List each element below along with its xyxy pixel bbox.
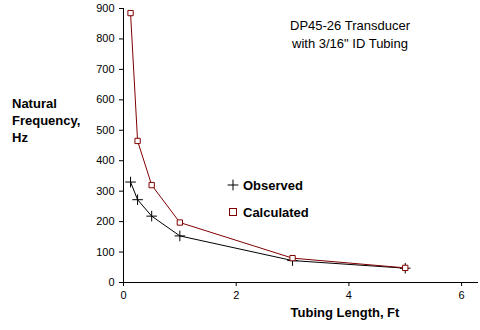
svg-text:0: 0 bbox=[120, 289, 126, 301]
svg-text:900: 900 bbox=[96, 2, 114, 14]
svg-text:100: 100 bbox=[96, 246, 114, 258]
svg-text:Natural: Natural bbox=[12, 96, 57, 111]
svg-text:Frequency,: Frequency, bbox=[12, 113, 80, 128]
svg-text:800: 800 bbox=[96, 32, 114, 44]
svg-text:Calculated: Calculated bbox=[243, 205, 309, 220]
svg-text:0: 0 bbox=[108, 276, 114, 288]
svg-text:4: 4 bbox=[346, 289, 352, 301]
svg-text:500: 500 bbox=[96, 124, 114, 136]
svg-text:DP45-26 Transducer: DP45-26 Transducer bbox=[290, 18, 411, 33]
svg-text:Observed: Observed bbox=[243, 178, 303, 193]
svg-text:2: 2 bbox=[233, 289, 239, 301]
svg-text:6: 6 bbox=[459, 289, 465, 301]
svg-text:700: 700 bbox=[96, 63, 114, 75]
svg-text:Tubing Length, Ft: Tubing Length, Ft bbox=[291, 305, 400, 320]
svg-text:with 3/16" ID Tubing: with 3/16" ID Tubing bbox=[291, 36, 408, 51]
svg-text:200: 200 bbox=[96, 215, 114, 227]
svg-text:300: 300 bbox=[96, 185, 114, 197]
svg-text:Hz: Hz bbox=[12, 130, 28, 145]
svg-text:600: 600 bbox=[96, 93, 114, 105]
svg-text:400: 400 bbox=[96, 154, 114, 166]
